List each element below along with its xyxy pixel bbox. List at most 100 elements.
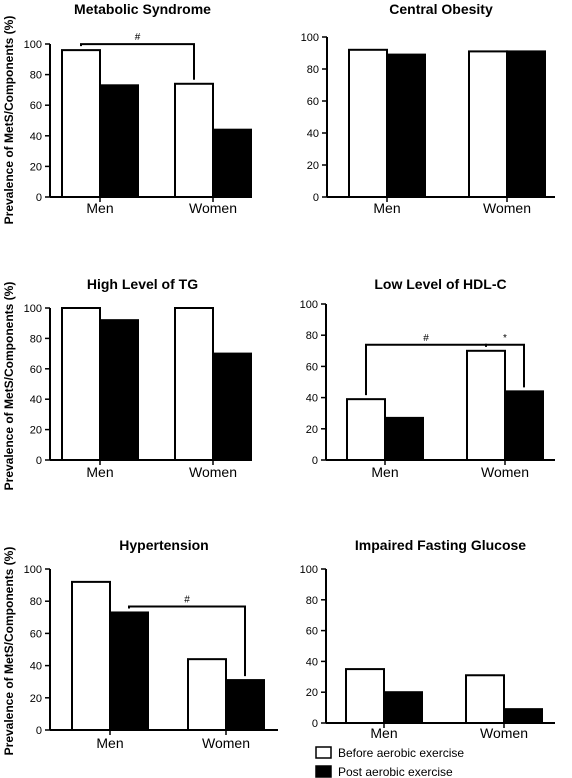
y-axis-label: Prevalence of MetS/Components (%) [2,16,16,225]
panel-1: Metabolic Syndrome 0 20 40 60 80 100 Men Women # [24,1,252,216]
y-axis-label: Prevalence of MetS/Components (%) [2,547,16,756]
y-tick-label: 40 [30,661,42,673]
significance-marker: * [503,333,507,344]
y-tick-label: 40 [307,128,319,140]
significance-marker: # [423,333,429,344]
y-tick-label: 20 [306,424,318,436]
y-tick-label: 20 [306,687,318,699]
y-tick-label: 0 [36,192,42,204]
category-label: Men [370,725,397,741]
panel-2: Central Obesity 0 20 40 60 80 100 Men Women [301,1,555,216]
significance-bracket [128,605,246,677]
y-tick-label: 100 [301,32,319,44]
y-axis-label: Prevalence of MetS/Components (%) [2,282,16,491]
significance-marker: # [184,594,190,605]
bar-women-before [465,674,505,725]
category-label: Women [189,200,237,216]
y-tick-label: 40 [306,393,318,405]
category-label: Men [96,735,123,751]
bar-men-before [71,580,111,731]
legend-label: Before aerobic exercise [338,746,464,760]
category-label: Women [480,725,528,741]
panel-6: Impaired Fasting Glucose 0 20 40 60 80 100 Men W… [300,537,555,741]
bar-women-before [466,349,506,461]
y-tick-label: 80 [30,70,42,82]
panel-5: Hypertension 0 20 40 60 80 100 Men Women # [24,537,278,751]
legend-swatch [315,765,332,778]
panel-title: Low Level of HDL-C [374,276,506,292]
y-tick-label: 20 [30,425,42,437]
bar-men-post [384,416,424,462]
category-label: Women [189,464,237,480]
y-tick-label: 80 [306,595,318,607]
panel-title: High Level of TG [87,276,198,292]
bar-men-before [345,668,385,724]
significance-bracket [80,43,195,80]
y-tick-label: 40 [30,131,42,143]
legend: Before aerobic exercise Post aerobic exer… [315,746,464,778]
category-label: Men [373,200,400,216]
y-tick-label: 60 [306,361,318,373]
bar-men-before [348,48,388,198]
y-tick-label: 80 [30,596,42,608]
y-tick-label: 80 [30,333,42,345]
y-tick-label: 80 [306,330,318,342]
bar-men-post [383,691,423,725]
legend-swatch [315,746,332,759]
category-label: Women [481,464,529,480]
bar-men-post [99,84,139,198]
y-tick-label: 20 [30,693,42,705]
panel-title: Impaired Fasting Glucose [355,537,526,553]
bar-women-post [212,128,252,198]
bar-women-post [212,352,252,462]
y-tick-label: 0 [312,455,318,467]
panel-4: Low Level of HDL-C 0 20 40 60 80 100 Men Women # * [300,276,555,480]
significance-bracket [485,343,525,388]
panel-3: High Level of TG 0 20 40 60 80 100 Men Women [24,276,252,480]
bar-men-post [99,319,139,461]
y-tick-label: 0 [36,725,42,737]
bar-women-post [503,708,543,725]
y-tick-label: 0 [313,192,319,204]
bar-men-before [61,307,101,461]
bar-men-before [61,49,101,199]
y-tick-label: 100 [300,564,318,576]
y-tick-label: 0 [36,455,42,467]
bar-men-before [346,398,386,462]
category-label: Women [202,735,250,751]
category-label: Men [86,464,113,480]
panel-title: Hypertension [119,537,208,553]
y-tick-label: 60 [30,364,42,376]
y-tick-label: 60 [30,100,42,112]
bar-men-post [386,53,426,198]
y-tick-label: 20 [30,161,42,173]
y-tick-label: 100 [300,299,318,311]
bar-women-before [187,658,227,731]
category-label: Men [86,200,113,216]
category-label: Women [483,200,531,216]
y-tick-label: 100 [24,39,42,51]
bar-women-post [225,679,265,732]
panel-title: Metabolic Syndrome [74,1,211,17]
y-tick-label: 40 [30,394,42,406]
y-tick-label: 80 [307,64,319,76]
y-tick-label: 60 [30,628,42,640]
y-tick-label: 0 [312,718,318,730]
y-tick-label: 40 [306,656,318,668]
y-tick-label: 100 [24,564,42,576]
bar-women-post [504,390,544,461]
panel-title: Central Obesity [389,1,493,17]
legend-label: Post aerobic exercise [338,765,453,778]
bar-women-post [506,50,546,199]
y-tick-label: 60 [306,626,318,638]
y-tick-label: 20 [307,160,319,172]
bar-women-before [468,50,508,199]
bar-men-post [109,611,149,731]
bar-women-before [174,82,214,198]
category-label: Men [371,464,398,480]
bar-women-before [174,307,214,461]
y-tick-label: 60 [307,96,319,108]
y-tick-label: 100 [24,303,42,315]
significance-marker: # [135,32,141,43]
